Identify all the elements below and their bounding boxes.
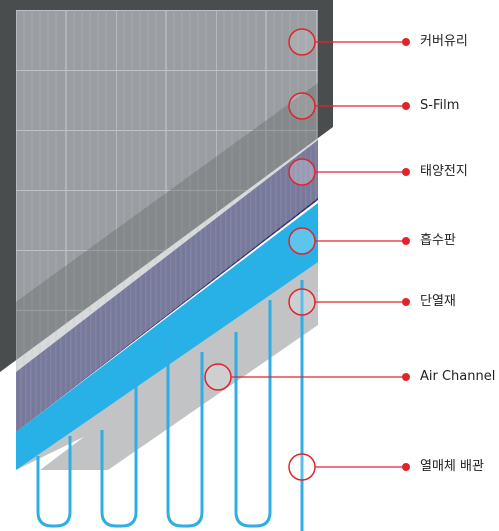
label-air-channel: Air Channel	[420, 369, 496, 384]
absorber-layer	[16, 203, 318, 470]
label-heat-pipe: 열매체 배관	[420, 459, 484, 474]
callout-solar-cell	[288, 158, 410, 186]
callouts	[204, 28, 410, 481]
insulation-body	[40, 260, 318, 470]
pipe-loop-1	[36, 436, 72, 528]
label-solar-cell: 태양전지	[420, 164, 468, 179]
pipe-loop-4	[234, 300, 272, 528]
pipe-loop-2	[100, 378, 138, 528]
label-cover-glass: 커버유리	[420, 34, 468, 49]
label-insulation: 단열재	[420, 294, 456, 309]
label-s-film: S-Film	[420, 98, 460, 113]
callout-cover-glass	[288, 28, 410, 56]
callout-heat-pipe	[288, 453, 410, 481]
callout-absorber	[288, 227, 410, 255]
callout-air-channel	[204, 363, 410, 391]
label-absorber: 흡수판	[420, 233, 456, 248]
pipe-loop-3	[166, 342, 204, 528]
callout-s-film	[288, 92, 410, 120]
callout-insulation	[288, 288, 410, 316]
cover-glass-grid	[16, 10, 318, 302]
s-film-grid	[16, 83, 318, 372]
heat-pipe-loops	[36, 280, 304, 531]
